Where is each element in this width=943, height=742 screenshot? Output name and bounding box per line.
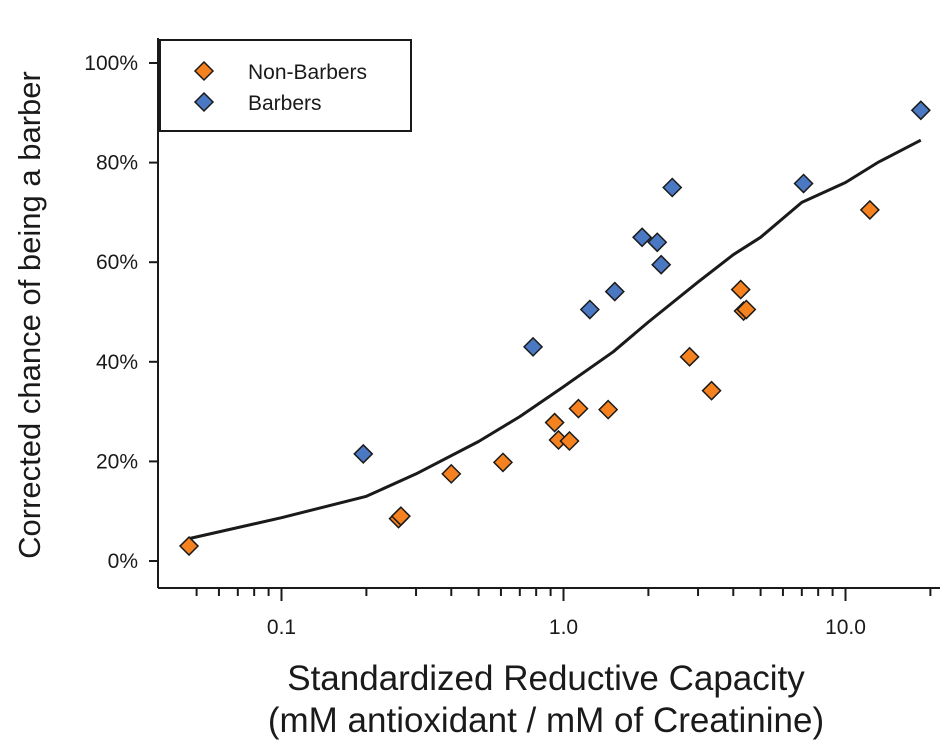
x-axis-title: Standardized Reductive Capacity bbox=[287, 659, 805, 698]
point-barbers bbox=[651, 254, 672, 275]
y-axis-title: Corrected chance of being a barber bbox=[12, 71, 47, 559]
x-axis-title-line2: (mM antioxidant / mM of Creatinine) bbox=[268, 701, 824, 740]
point-non-barbers bbox=[701, 380, 722, 401]
point-barbers bbox=[353, 443, 374, 464]
point-barbers bbox=[632, 227, 653, 248]
point-barbers bbox=[793, 173, 814, 194]
point-non-barbers bbox=[859, 199, 880, 220]
y-axis-ticks: 0% 20% 40% 60% 80% 100% bbox=[84, 52, 158, 573]
y-tick-label: 40% bbox=[96, 351, 138, 374]
legend-marker-non-barbers bbox=[193, 60, 215, 82]
point-non-barbers bbox=[679, 346, 700, 367]
point-barbers bbox=[604, 281, 625, 302]
y-tick-label: 80% bbox=[96, 152, 138, 175]
x-tick-label: 1.0 bbox=[549, 616, 578, 639]
point-non-barbers bbox=[544, 412, 565, 433]
legend-label-barbers: Barbers bbox=[248, 92, 322, 115]
point-barbers bbox=[662, 177, 683, 198]
x-tick-label: 10.0 bbox=[825, 616, 866, 639]
point-barbers bbox=[523, 336, 544, 357]
legend-box bbox=[159, 39, 412, 132]
y-tick-label: 20% bbox=[96, 450, 138, 473]
point-non-barbers bbox=[736, 299, 757, 320]
legend: Non-Barbers Barbers bbox=[193, 60, 367, 115]
point-non-barbers bbox=[730, 279, 751, 300]
legend-marker-barbers bbox=[193, 91, 215, 113]
y-tick-label: 100% bbox=[84, 52, 138, 75]
point-non-barbers bbox=[492, 452, 514, 473]
point-non-barbers bbox=[559, 430, 580, 452]
point-barbers bbox=[579, 299, 600, 320]
point-barbers bbox=[910, 100, 931, 121]
point-non-barbers bbox=[568, 398, 589, 419]
point-barbers bbox=[647, 232, 668, 253]
point-non-barbers bbox=[598, 399, 619, 420]
fit-line bbox=[188, 138, 922, 541]
point-non-barbers bbox=[390, 506, 411, 527]
point-non-barbers bbox=[178, 535, 200, 557]
x-tick-label: 0.1 bbox=[267, 616, 296, 639]
x-axis-ticks: 0.1 1.0 10.0 bbox=[195, 588, 932, 639]
y-tick-label: 0% bbox=[108, 550, 138, 573]
point-non-barbers bbox=[441, 463, 462, 484]
legend-label-non-barbers: Non-Barbers bbox=[248, 61, 367, 84]
fit-line-group bbox=[188, 138, 922, 541]
data-points bbox=[178, 100, 931, 557]
y-tick-label: 60% bbox=[96, 251, 138, 274]
